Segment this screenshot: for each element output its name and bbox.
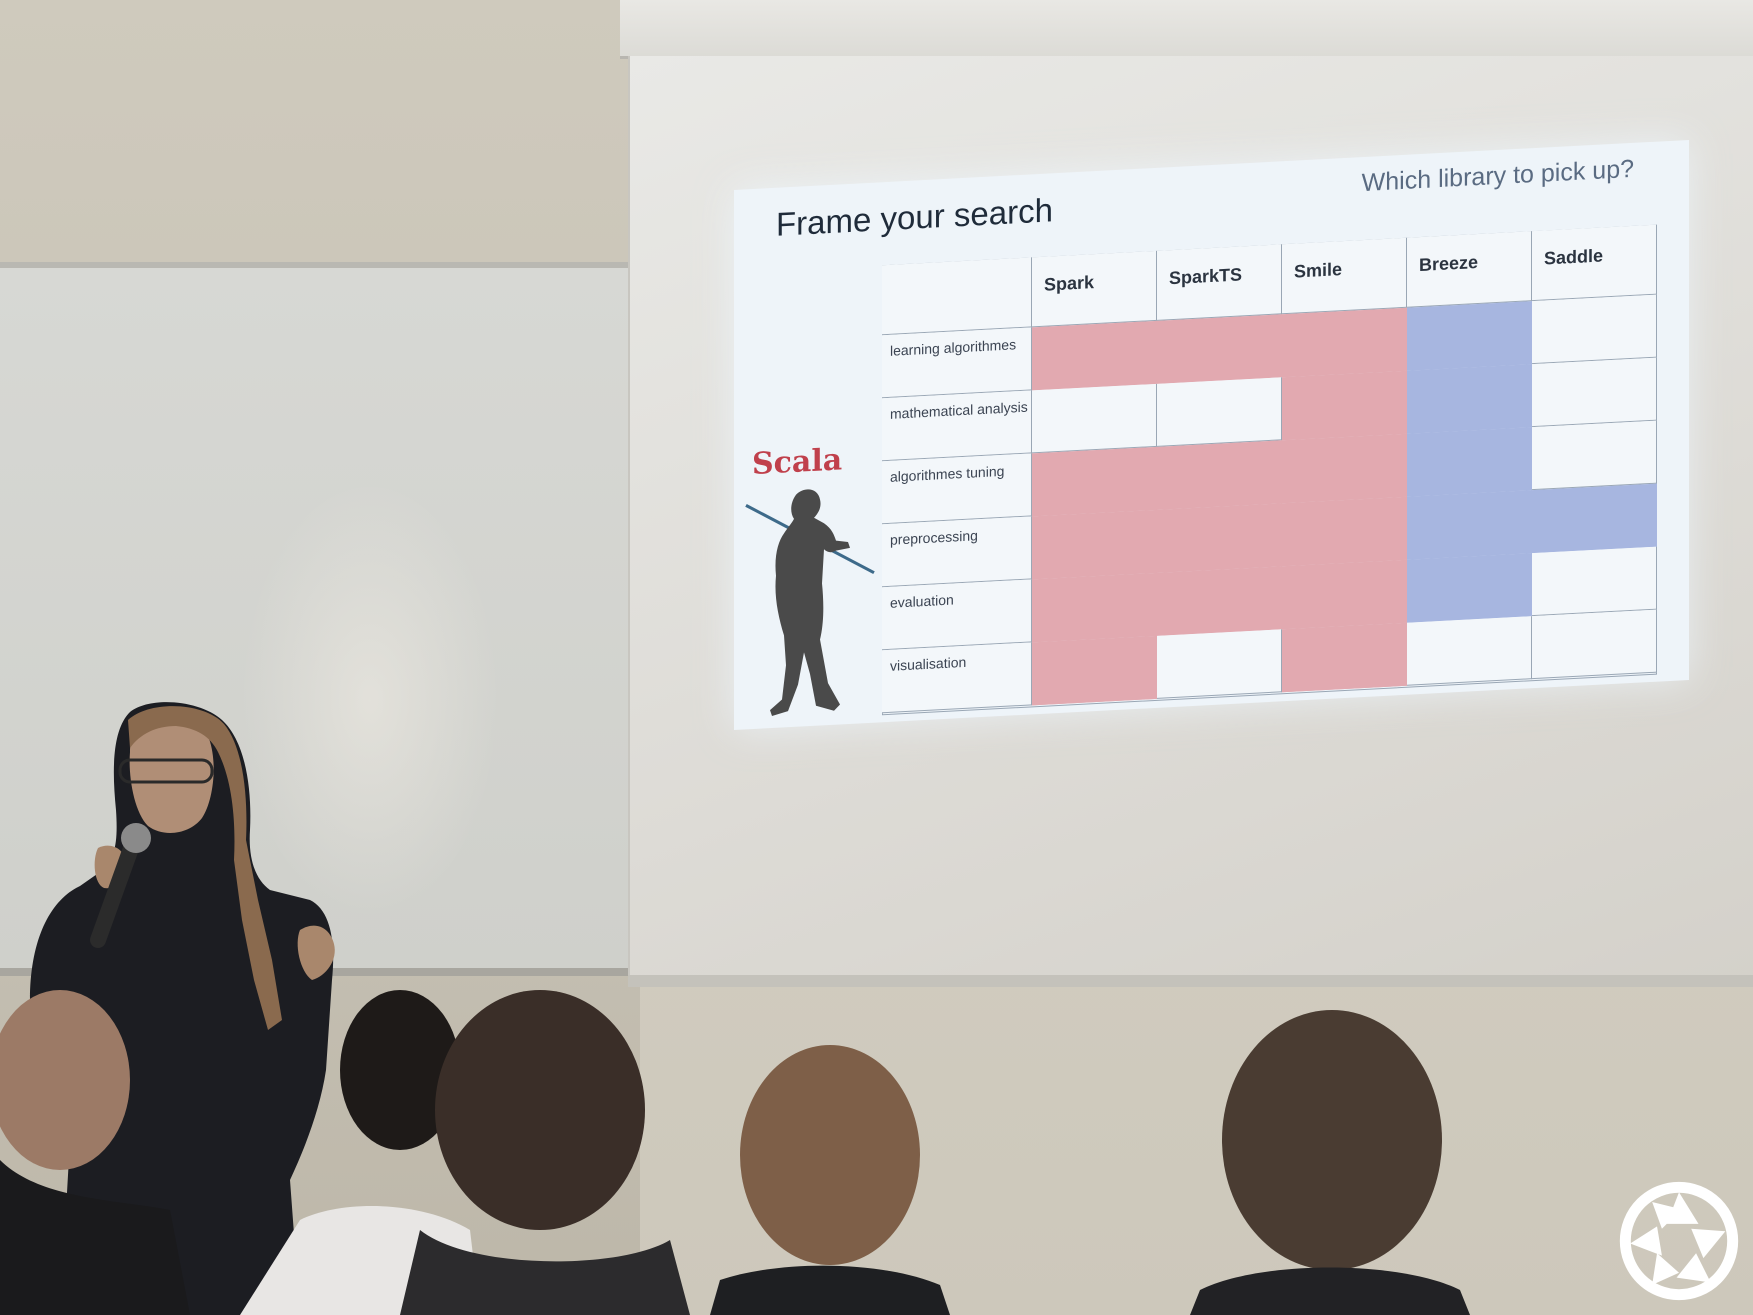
projection-screen-bar — [628, 975, 1753, 987]
caveman-with-spear-icon — [745, 489, 875, 717]
microphone-icon — [90, 823, 151, 948]
projector-screen-housing — [620, 0, 1753, 59]
aperture-logo-icon — [1619, 1181, 1739, 1301]
audience-heads — [0, 990, 1470, 1315]
whiteboard-glare — [240, 480, 500, 920]
projected-slide: Frame your search Which library to pick … — [734, 139, 1689, 731]
presenter-silhouette — [30, 702, 335, 1315]
